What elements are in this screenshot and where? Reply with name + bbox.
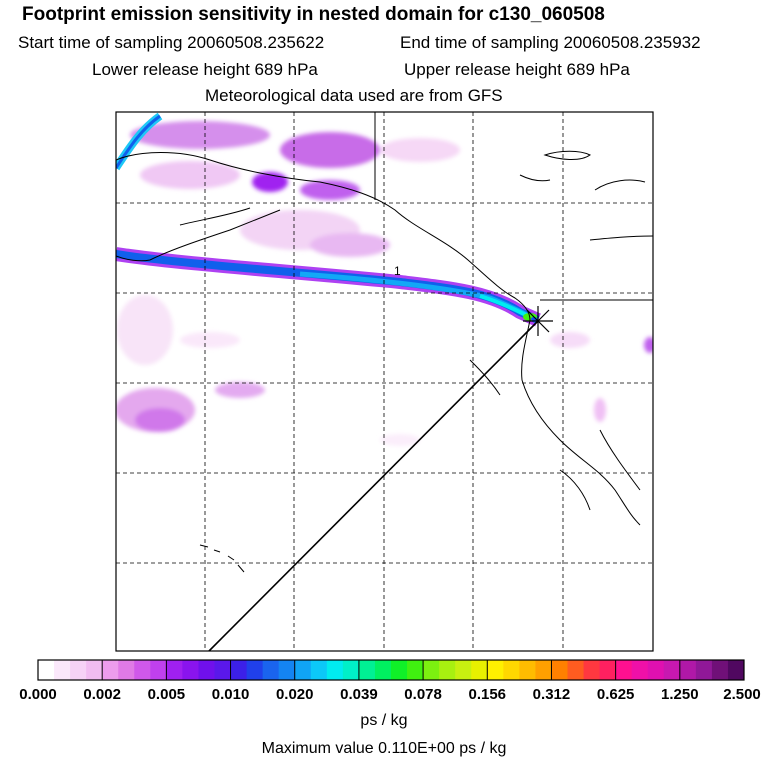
colorbar-cell bbox=[599, 660, 617, 680]
colorbar-cell bbox=[711, 660, 729, 680]
colorbar-cell bbox=[487, 660, 504, 680]
map-frame bbox=[115, 111, 654, 652]
colorbar-tick-label: 0.005 bbox=[147, 686, 186, 703]
colorbar-tick-label: 0.000 bbox=[19, 686, 57, 703]
colorbar-tick-label: 1.250 bbox=[661, 686, 699, 703]
contour-label: 1 bbox=[394, 264, 401, 278]
colorbar-cell bbox=[407, 660, 424, 680]
units-label: ps / kg bbox=[360, 712, 408, 729]
colorbar-cell bbox=[38, 660, 55, 680]
colorbar-cell bbox=[374, 660, 392, 680]
met-data-label: Meteorological data used are from GFS bbox=[205, 86, 503, 105]
colorbar-cell bbox=[230, 660, 248, 680]
colorbar-tick-label: 2.500 bbox=[723, 686, 761, 703]
trajectory-line bbox=[208, 320, 539, 652]
colorbar-cell bbox=[102, 660, 119, 680]
colorbar-tick-label: 0.078 bbox=[404, 686, 442, 703]
maximum-value-label: Maximum value 0.110E+00 ps / kg bbox=[261, 740, 507, 757]
colorbar-cell bbox=[679, 660, 697, 680]
colorbar-cell bbox=[391, 660, 408, 680]
colorbar-cell bbox=[647, 660, 665, 680]
colorbar-cell bbox=[727, 660, 745, 680]
figure-title: Footprint emission sensitivity in nested… bbox=[22, 4, 605, 25]
colorbar-cell bbox=[358, 660, 376, 680]
colorbar-frame bbox=[37, 659, 745, 681]
colorbar-cell bbox=[54, 660, 71, 680]
coastlines bbox=[116, 112, 653, 573]
colorbar-cell bbox=[342, 660, 360, 680]
colorbar-cell bbox=[439, 660, 456, 680]
end-time-label: End time of sampling 20060508.235932 bbox=[400, 33, 701, 52]
colorbar-cells bbox=[38, 660, 745, 680]
upper-release-height: Upper release height 689 hPa bbox=[404, 60, 630, 79]
colorbar-cell bbox=[182, 660, 199, 680]
colorbar-cell bbox=[455, 660, 472, 680]
colorbar-cell bbox=[262, 660, 280, 680]
colorbar-cell bbox=[86, 660, 103, 680]
colorbar-tick-label: 0.312 bbox=[532, 686, 571, 703]
start-time-label: Start time of sampling 20060508.235622 bbox=[18, 33, 325, 52]
lower-release-height: Lower release height 689 hPa bbox=[92, 60, 318, 79]
colorbar-cell bbox=[310, 660, 328, 680]
colorbar-cell bbox=[134, 660, 151, 680]
colorbar-cell bbox=[471, 660, 488, 680]
colorbar-cell bbox=[695, 660, 713, 680]
star-receptor bbox=[523, 306, 553, 336]
colorbar-tick-label: 0.039 bbox=[340, 686, 378, 703]
colorbar-cell bbox=[150, 660, 167, 680]
sensitivity-field bbox=[116, 112, 653, 446]
lat-lon-grid bbox=[116, 112, 653, 651]
colorbar-cell bbox=[118, 660, 135, 680]
colorbar-cell bbox=[246, 660, 264, 680]
colorbar-cell bbox=[294, 660, 312, 680]
colorbar-tick-label: 0.010 bbox=[211, 686, 250, 703]
colorbar-tick-label: 0.625 bbox=[596, 686, 635, 703]
colorbar-cell bbox=[583, 660, 601, 680]
colorbar-cell bbox=[278, 660, 296, 680]
colorbar-cell bbox=[198, 660, 215, 680]
colorbar-cell bbox=[423, 660, 440, 680]
colorbar-cell bbox=[535, 660, 552, 680]
colorbar-cell bbox=[519, 660, 536, 680]
colorbar-tick-label: 0.002 bbox=[83, 686, 121, 703]
colorbar-cell bbox=[615, 660, 633, 680]
colorbar-cell bbox=[214, 660, 232, 680]
colorbar-cell bbox=[70, 660, 87, 680]
colorbar-tick-label: 0.020 bbox=[275, 686, 314, 703]
colorbar-cell bbox=[663, 660, 681, 680]
colorbar-cell bbox=[326, 660, 344, 680]
colorbar-cell bbox=[567, 660, 585, 680]
colorbar-tick-label: 0.156 bbox=[468, 686, 507, 703]
colorbar-cell bbox=[551, 660, 568, 680]
colorbar-cell bbox=[631, 660, 649, 680]
colorbar-cell bbox=[166, 660, 183, 680]
colorbar-cell bbox=[503, 660, 520, 680]
